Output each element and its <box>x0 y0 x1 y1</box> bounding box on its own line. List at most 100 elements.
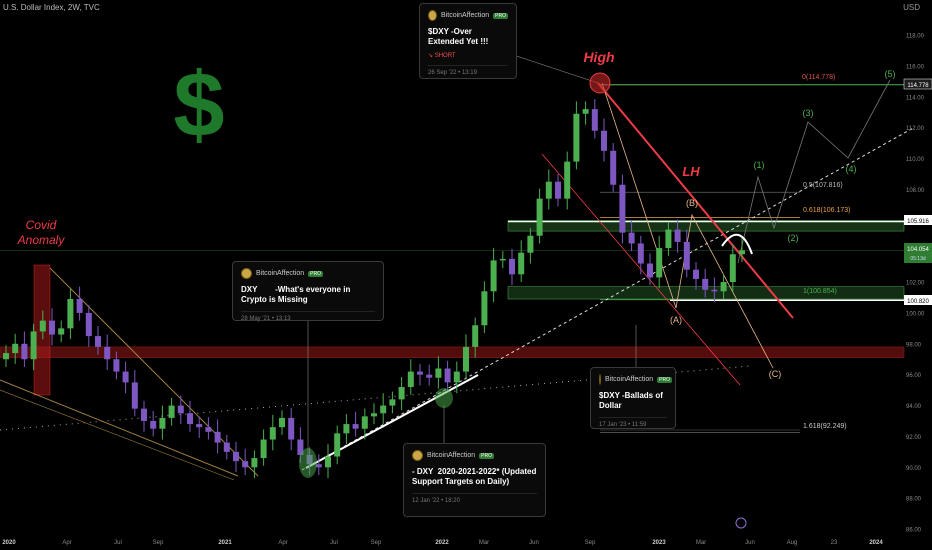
candle-body <box>729 254 736 283</box>
x-tick-label: Jun <box>529 540 539 546</box>
x-tick-label: 2021 <box>218 540 232 546</box>
y-tick-label: 94.00 <box>906 404 922 410</box>
y-tick-label: 108.00 <box>906 188 925 194</box>
candle-body <box>85 312 92 337</box>
candle-body <box>444 368 451 383</box>
candle-body <box>269 427 276 440</box>
anomaly-label: Anomaly <box>17 233 66 247</box>
price-badge-upper-bg <box>904 215 932 225</box>
candle-body <box>279 417 285 428</box>
price-badge-lower: 100.820 <box>907 299 929 305</box>
candle-body <box>536 198 543 236</box>
lh-label: LH <box>682 164 700 179</box>
candle-body <box>407 371 414 388</box>
candle-body <box>150 421 157 429</box>
x-tick-label: Jul <box>114 540 122 546</box>
candle-body <box>435 368 442 378</box>
candle-body <box>205 427 212 432</box>
x-tick-label: 2023 <box>652 540 666 546</box>
pro-badge: PRO <box>657 376 672 383</box>
y-tick-label: 118.00 <box>906 34 925 40</box>
candle-body <box>426 374 433 378</box>
idea-date: 12 Jan '22 • 18:20 <box>412 493 537 504</box>
pro-badge: PRO <box>479 452 494 459</box>
x-tick-label: 2022 <box>435 540 449 546</box>
y-tick-label: 86.00 <box>906 528 922 534</box>
wave-3-label: (3) <box>803 108 814 118</box>
y-tick-label: 110.00 <box>906 157 925 163</box>
idea-card-2[interactable]: BitcoinAffection PRO DXY -What's everyone… <box>232 261 384 322</box>
x-tick-label: Jun <box>745 540 755 546</box>
author-avatar <box>412 450 423 461</box>
candle-body <box>76 299 83 313</box>
candle-body <box>545 181 552 199</box>
candle-body <box>656 248 663 278</box>
candle-body <box>361 416 368 429</box>
candle-body <box>582 109 589 114</box>
x-tick-label: Mar <box>696 540 706 546</box>
idea-card-1[interactable]: BitcoinAffection PRO $DXY -Over Extended … <box>419 3 517 79</box>
high-label: High <box>583 49 614 65</box>
candle-body <box>251 458 258 468</box>
idea-date: 28 May '21 • 13:13 <box>241 311 375 322</box>
candle-body <box>499 258 506 261</box>
y-tick-label: 92.00 <box>906 435 922 441</box>
candle-body <box>168 405 175 418</box>
wave-projection-path <box>737 79 891 264</box>
y-tick-label: 100.00 <box>906 311 925 317</box>
candle-body <box>683 241 690 270</box>
x-tick-label: Aug <box>787 540 798 546</box>
y-tick-label: 112.00 <box>906 126 925 132</box>
price-badge-top: 114.778 <box>907 83 929 89</box>
arc-annotation <box>721 233 753 255</box>
zone-band <box>0 346 905 358</box>
event-icon[interactable] <box>735 517 747 529</box>
wedge-line-top <box>49 267 259 477</box>
candle-body <box>619 184 626 233</box>
price-badge-current: 104.054 <box>907 247 929 253</box>
candle-body <box>343 424 350 434</box>
fib-05-label: 0.5(107.816) <box>803 182 843 189</box>
covid-label: Covid <box>26 218 57 232</box>
idea-title: - DXY 2020-2021-2022* (Updated Support T… <box>412 467 539 486</box>
price-badge-upper: 105.916 <box>907 219 929 225</box>
candle-body <box>674 229 681 242</box>
author-name: BitcoinAffection <box>256 270 305 277</box>
candle-body <box>610 150 617 185</box>
candle-body <box>233 451 239 462</box>
idea-date: 26 Sep '22 • 13:19 <box>428 65 508 76</box>
lh-trendline <box>597 82 794 319</box>
candle-body <box>481 291 488 326</box>
symbol-title: U.S. Dollar Index, 2W, TVC <box>3 3 100 12</box>
price-badge-current-bg <box>904 243 932 263</box>
candle-body <box>380 405 387 414</box>
price-badge-top-bg <box>903 78 932 90</box>
candle-body <box>720 282 727 292</box>
x-tick-label: 2020 <box>2 540 16 546</box>
idea-title: $DXY -Ballads of Dollar <box>599 391 666 410</box>
candle-body <box>628 232 635 244</box>
idea-title: $DXY -Over Extended Yet !!! <box>428 27 489 46</box>
candle-body <box>39 320 46 332</box>
candle-body <box>389 399 396 406</box>
high-marker <box>589 72 611 94</box>
idea-tag: ↘ SHORT <box>428 53 456 59</box>
candle-body <box>196 424 203 428</box>
wave-5-label: (5) <box>885 69 896 79</box>
author-avatar <box>428 10 438 21</box>
candle-body <box>58 328 65 335</box>
candle-body <box>711 289 718 292</box>
candle-body <box>453 371 460 383</box>
x-tick-label: Jul <box>330 540 338 546</box>
x-tick-label: Sep <box>585 540 596 546</box>
candle-body <box>591 109 598 131</box>
candle-body <box>352 424 359 429</box>
author-name: BitcoinAffection <box>605 376 654 383</box>
idea-title: DXY -What's everyone in Crypto is Missin… <box>241 285 353 304</box>
y-tick-label: 116.00 <box>906 64 925 70</box>
candle-body <box>260 439 267 459</box>
idea-card-4[interactable]: BitcoinAffection PRO $DXY -Ballads of Dol… <box>590 367 676 429</box>
candle-body <box>371 413 377 417</box>
idea-card-3[interactable]: BitcoinAffection PRO - DXY 2020-2021-2022… <box>403 443 546 517</box>
